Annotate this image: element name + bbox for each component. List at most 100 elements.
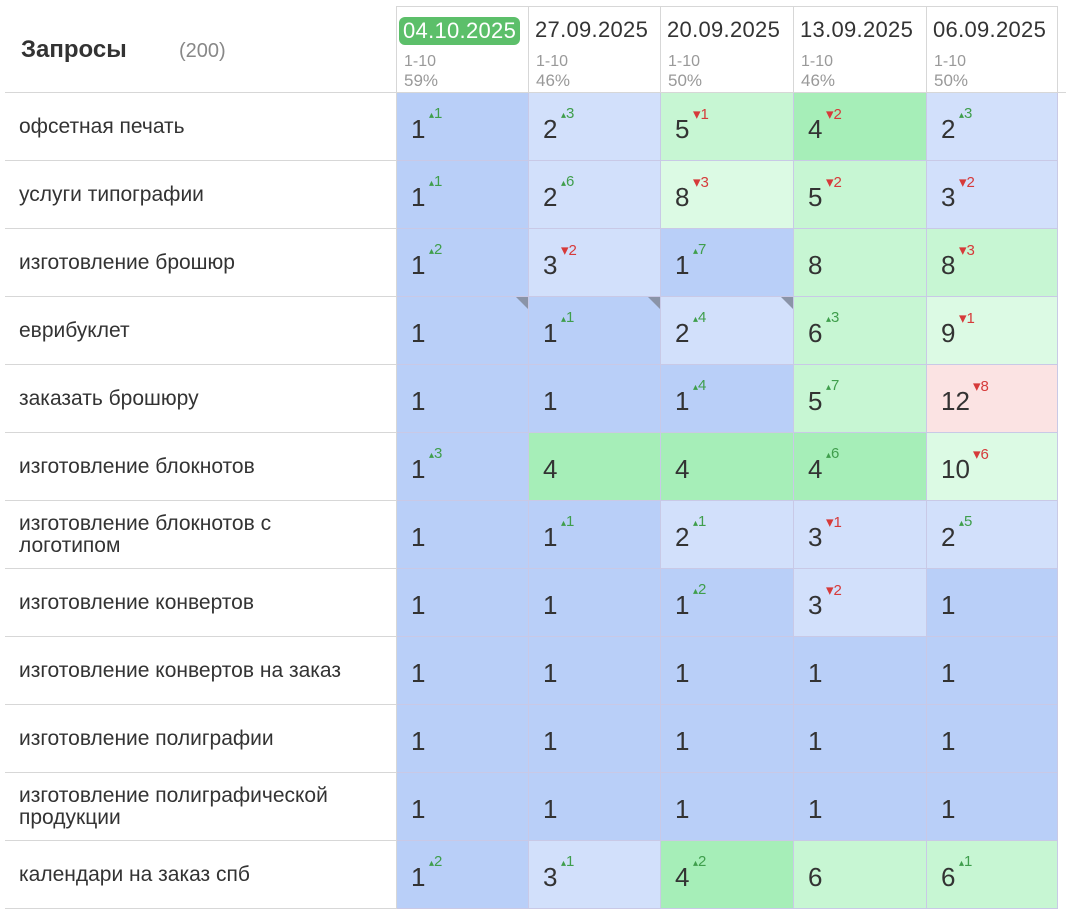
query-label[interactable]: услуги типографии [5,161,397,229]
position-up-delta: ▴4 [693,309,706,326]
position-cell[interactable]: 1 ▴1 [529,297,661,365]
position-cell[interactable]: 1 [661,773,794,841]
delta-value: 7 [831,377,840,394]
position-value: 6 [808,861,823,892]
position-cell[interactable]: 1 [927,773,1058,841]
position-cell[interactable]: 4 ▴2 [661,841,794,909]
position-cell[interactable]: 1 ▴7 [661,229,794,297]
position-cell[interactable]: 6 ▴1 [927,841,1058,909]
position-cell[interactable]: 1 [397,297,529,365]
query-label[interactable]: изготовление блокнотов с логотипом [5,501,397,569]
position-cell[interactable]: 1 [661,705,794,773]
position-down-delta: ▾1 [826,513,842,531]
position-cell[interactable]: 1 [927,569,1058,637]
position-cell[interactable]: 4 [529,433,661,501]
position-cell[interactable]: 1 [529,365,661,433]
position-cell[interactable]: 4 ▾2 [794,93,927,161]
position-cell[interactable]: 1 [529,569,661,637]
query-label[interactable]: заказать брошюру [5,365,397,433]
position-down-delta: ▾2 [959,173,975,191]
position-cell[interactable]: 2 ▴4 [661,297,794,365]
arrow-up-icon: ▴ [561,178,567,189]
position-cell[interactable]: 1 [397,569,529,637]
arrow-up-icon: ▴ [429,246,435,257]
date-column-header[interactable]: 04.10.2025 1-10 59% [397,6,529,93]
position-cell[interactable]: 1 ▴2 [661,569,794,637]
position-cell[interactable]: 9 ▾1 [927,297,1058,365]
position-value: 2 [941,113,956,144]
position-cell[interactable]: 1 [529,773,661,841]
query-label[interactable]: офсетная печать [5,93,397,161]
position-cell[interactable]: 1 ▴1 [397,93,529,161]
query-label[interactable]: календари на заказ спб [5,841,397,909]
position-cell[interactable]: 1 [397,705,529,773]
date-column-header[interactable]: 13.09.2025 1-10 46% [794,6,927,93]
position-value: 10 [941,453,970,484]
note-corner-icon[interactable] [516,297,528,309]
delta-value: 5 [964,513,973,530]
position-cell[interactable]: 8 ▾3 [661,161,794,229]
date-label: 13.09.2025 [800,17,914,42]
query-label[interactable]: изготовление полиграфической продукции [5,773,397,841]
position-cell[interactable]: 12 ▾8 [927,365,1058,433]
position-cell[interactable]: 6 ▴3 [794,297,927,365]
position-cell[interactable]: 2 ▴1 [661,501,794,569]
position-cell[interactable]: 8 ▾3 [927,229,1058,297]
position-cell[interactable]: 1 [927,637,1058,705]
date-column-header[interactable]: 27.09.2025 1-10 46% [529,6,661,93]
position-cell[interactable]: 2 ▴5 [927,501,1058,569]
position-cell[interactable]: 5 ▾1 [661,93,794,161]
position-cell[interactable]: 1 [661,637,794,705]
position-cell[interactable]: 2 ▴3 [927,93,1058,161]
arrow-down-icon: ▾ [693,174,701,191]
arrow-down-icon: ▾ [826,514,834,531]
position-cell[interactable]: 2 ▴6 [529,161,661,229]
position-cell[interactable]: 1 [794,637,927,705]
position-cell[interactable]: 3 ▾2 [529,229,661,297]
position-cell[interactable]: 1 ▴4 [661,365,794,433]
position-cell[interactable]: 4 ▴6 [794,433,927,501]
query-label[interactable]: еврибуклет [5,297,397,365]
position-cell[interactable]: 10 ▾6 [927,433,1058,501]
position-cell[interactable]: 1 [927,705,1058,773]
position-cell[interactable]: 4 [661,433,794,501]
position-cell[interactable]: 1 [397,637,529,705]
query-label[interactable]: изготовление блокнотов [5,433,397,501]
position-cell[interactable]: 1 [794,705,927,773]
position-cell[interactable]: 1 [397,773,529,841]
position-cell[interactable]: 6 [794,841,927,909]
position-cell[interactable]: 1 ▴3 [397,433,529,501]
position-cell[interactable]: 3 ▴1 [529,841,661,909]
position-up-delta: ▴6 [561,173,574,190]
position-cell[interactable]: 5 ▴7 [794,365,927,433]
position-cell[interactable]: 1 ▴1 [529,501,661,569]
position-cell[interactable]: 1 [529,637,661,705]
position-cell[interactable]: 8 [794,229,927,297]
position-cell[interactable]: 1 ▴1 [397,161,529,229]
position-cell[interactable]: 5 ▾2 [794,161,927,229]
query-label[interactable]: изготовление брошюр [5,229,397,297]
position-cell[interactable]: 2 ▴3 [529,93,661,161]
position-cell[interactable]: 1 [529,705,661,773]
position-value: 8 [675,181,690,212]
note-corner-icon[interactable] [781,297,793,309]
query-label[interactable]: изготовление конвертов [5,569,397,637]
query-label[interactable]: изготовление конвертов на заказ [5,637,397,705]
arrow-down-icon: ▾ [826,582,834,599]
date-column-header[interactable]: 20.09.2025 1-10 50% [661,6,794,93]
position-cell[interactable]: 3 ▾1 [794,501,927,569]
position-cell[interactable]: 1 [397,501,529,569]
position-cell[interactable]: 1 ▴2 [397,841,529,909]
queries-title[interactable]: Запросы [21,36,127,63]
position-value: 4 [675,861,690,892]
query-label[interactable]: изготовление полиграфии [5,705,397,773]
date-column-header[interactable]: 06.09.2025 1-10 50% [927,6,1058,93]
position-value: 1 [941,793,956,824]
position-value: 1 [675,385,690,416]
position-cell[interactable]: 3 ▾2 [794,569,927,637]
position-cell[interactable]: 1 ▴2 [397,229,529,297]
position-cell[interactable]: 1 [397,365,529,433]
position-cell[interactable]: 1 [794,773,927,841]
note-corner-icon[interactable] [648,297,660,309]
position-cell[interactable]: 3 ▾2 [927,161,1058,229]
